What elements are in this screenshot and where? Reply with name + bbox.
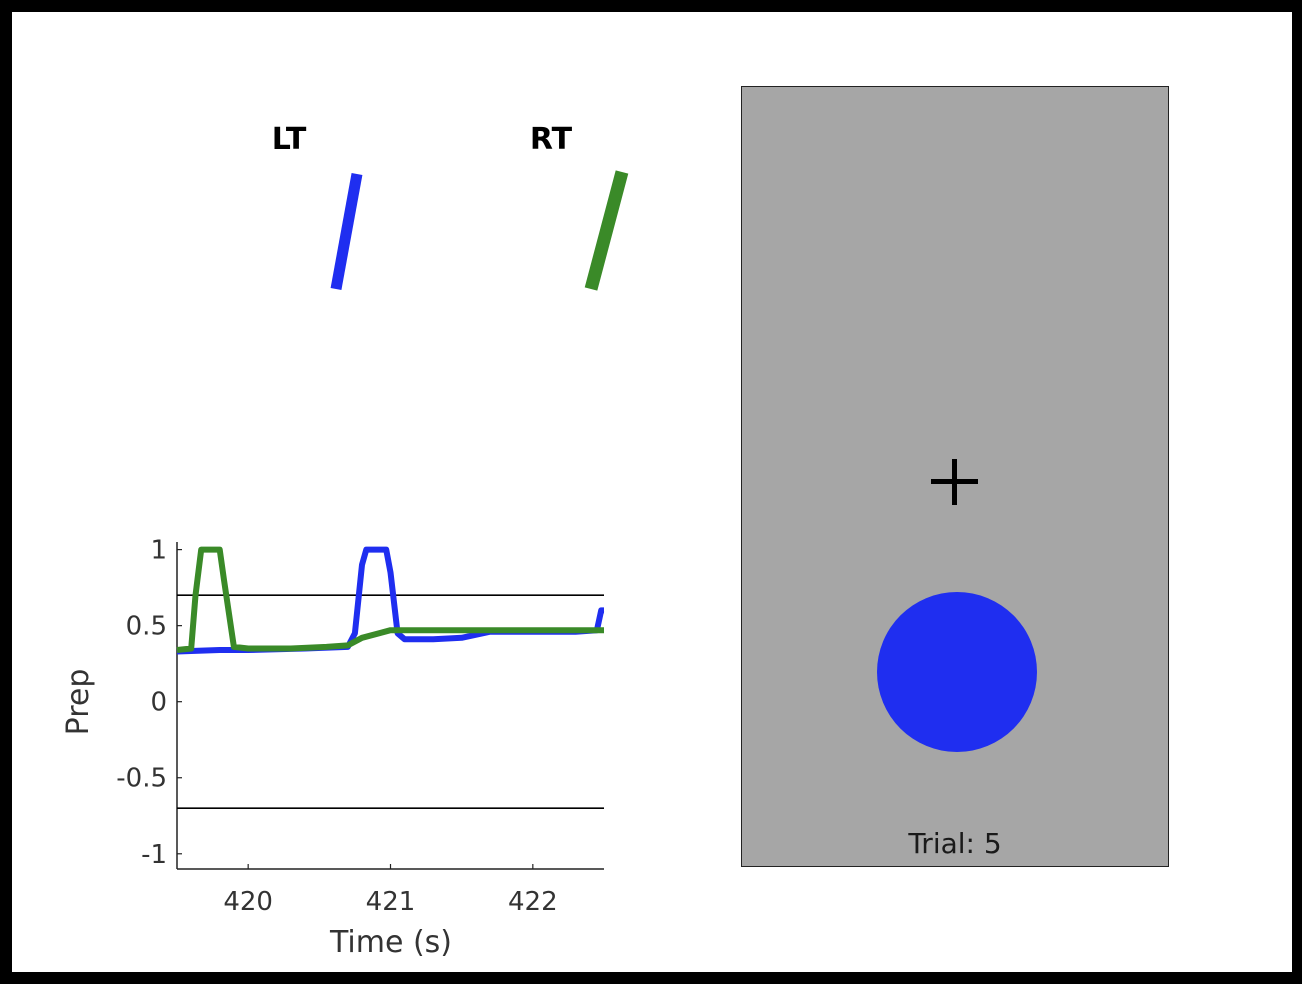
y-tick-label-0: 1 <box>150 536 167 566</box>
x-tick-label-0: 420 <box>223 887 273 917</box>
task-panel: Trial: 5 <box>741 86 1169 867</box>
figure-frame: LT RT 420 421 422 1 0.5 0 -0.5 -1 Time (s) Prep… <box>12 12 1292 972</box>
y-axis-title: Prep <box>61 669 96 736</box>
prep-chart: 420 421 422 1 0.5 0 -0.5 -1 Time (s) Prep <box>61 536 605 960</box>
left-effector-bar <box>330 173 363 290</box>
series-line-1 <box>176 546 604 653</box>
x-tick-label-1: 421 <box>366 887 416 917</box>
y-tick-label-4: -1 <box>141 840 167 870</box>
fixation-cross-horizontal <box>931 479 978 484</box>
series-line-0 <box>176 546 605 655</box>
x-tick-label-2: 422 <box>508 887 558 917</box>
y-tick-label-3: -0.5 <box>116 764 167 794</box>
y-tick-label-2: 0 <box>150 688 167 718</box>
effector-bars <box>330 170 629 291</box>
x-axis-title: Time (s) <box>329 925 452 960</box>
right-effector-bar <box>584 170 629 291</box>
right-effector-label: RT <box>529 122 573 157</box>
target-circle <box>877 592 1037 752</box>
trial-counter: Trial: 5 <box>908 827 1002 860</box>
y-tick-label-1: 0.5 <box>126 612 167 642</box>
left-effector-label: LT <box>271 122 307 157</box>
